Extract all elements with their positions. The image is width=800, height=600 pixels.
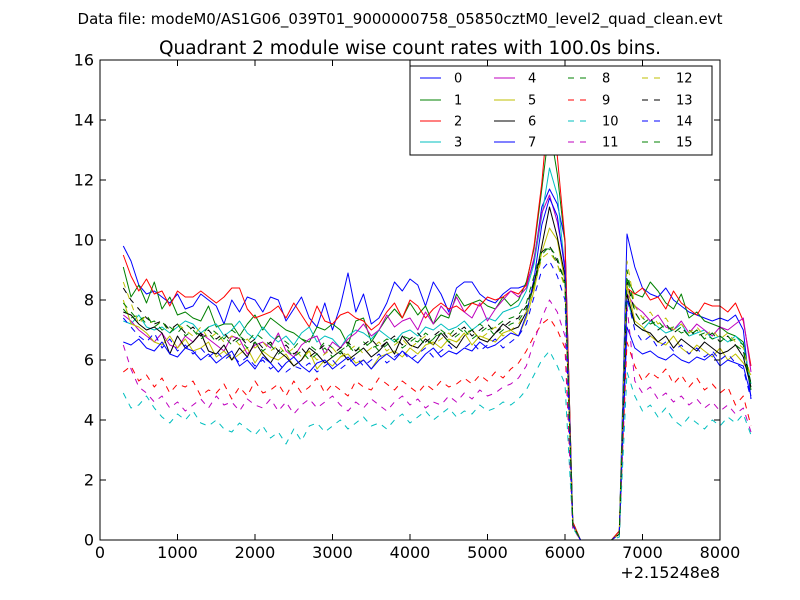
x-tick-label: 2000: [235, 543, 276, 562]
y-tick-label: 12: [74, 171, 94, 190]
y-tick-label: 2: [84, 471, 94, 490]
series-line-0: [122, 188, 752, 541]
legend-label-3: 3: [454, 136, 462, 151]
x-tick-label: 1000: [157, 543, 198, 562]
legend-box: [409, 65, 713, 156]
legend-label-7: 7: [528, 136, 536, 151]
x-tick-label: 8000: [700, 543, 741, 562]
y-tick-label: 14: [74, 111, 94, 130]
legend-label-14: 14: [676, 115, 693, 130]
y-tick-label: 10: [74, 231, 94, 250]
legend-label-12: 12: [676, 72, 693, 87]
series-line-15: [122, 245, 752, 541]
series-line-4: [122, 194, 752, 541]
x-tick-label: 4000: [390, 543, 431, 562]
series-line-7: [123, 197, 752, 541]
legend-label-4: 4: [528, 72, 536, 87]
legend-label-9: 9: [602, 94, 610, 109]
series-line-11: [122, 299, 752, 541]
legend-label-11: 11: [602, 136, 619, 151]
series-line-10: [122, 350, 752, 541]
y-tick-label: 0: [84, 531, 94, 550]
chart-title: Quadrant 2 module wise count rates with …: [159, 38, 661, 59]
legend-label-0: 0: [454, 72, 462, 87]
legend-label-2: 2: [454, 115, 462, 130]
y-tick-label: 8: [84, 291, 94, 310]
y-tick-label: 16: [74, 51, 94, 70]
legend-label-5: 5: [528, 94, 536, 109]
series-line-3: [123, 167, 752, 541]
x-tick-label: 3000: [312, 543, 353, 562]
x-offset-label: +2.15248e8: [620, 563, 720, 582]
series-line-1: [122, 125, 752, 541]
chart-supertitle: Data file: modeM0/AS1G06_039T01_90000007…: [78, 10, 723, 29]
series-line-14: [122, 260, 752, 541]
series-line-2: [122, 95, 752, 541]
x-tick-label: 0: [95, 543, 105, 562]
y-tick-label: 4: [84, 411, 94, 430]
y-tick-label: 6: [84, 351, 94, 370]
legend-label-6: 6: [528, 115, 536, 130]
legend-label-1: 1: [454, 94, 462, 109]
x-tick-label: 5000: [467, 543, 508, 562]
series-layer: [122, 95, 752, 541]
x-tick-label: 6000: [545, 543, 586, 562]
x-axis: 0 1000 2000 3000 4000 5000 6000 7000 8000: [95, 60, 740, 562]
legend-label-13: 13: [676, 94, 693, 109]
legend-label-15: 15: [676, 136, 693, 151]
series-line-6: [123, 206, 752, 541]
legend-label-8: 8: [602, 72, 610, 87]
legend-label-10: 10: [602, 115, 619, 130]
x-tick-label: 7000: [622, 543, 663, 562]
series-line-9: [122, 317, 752, 541]
